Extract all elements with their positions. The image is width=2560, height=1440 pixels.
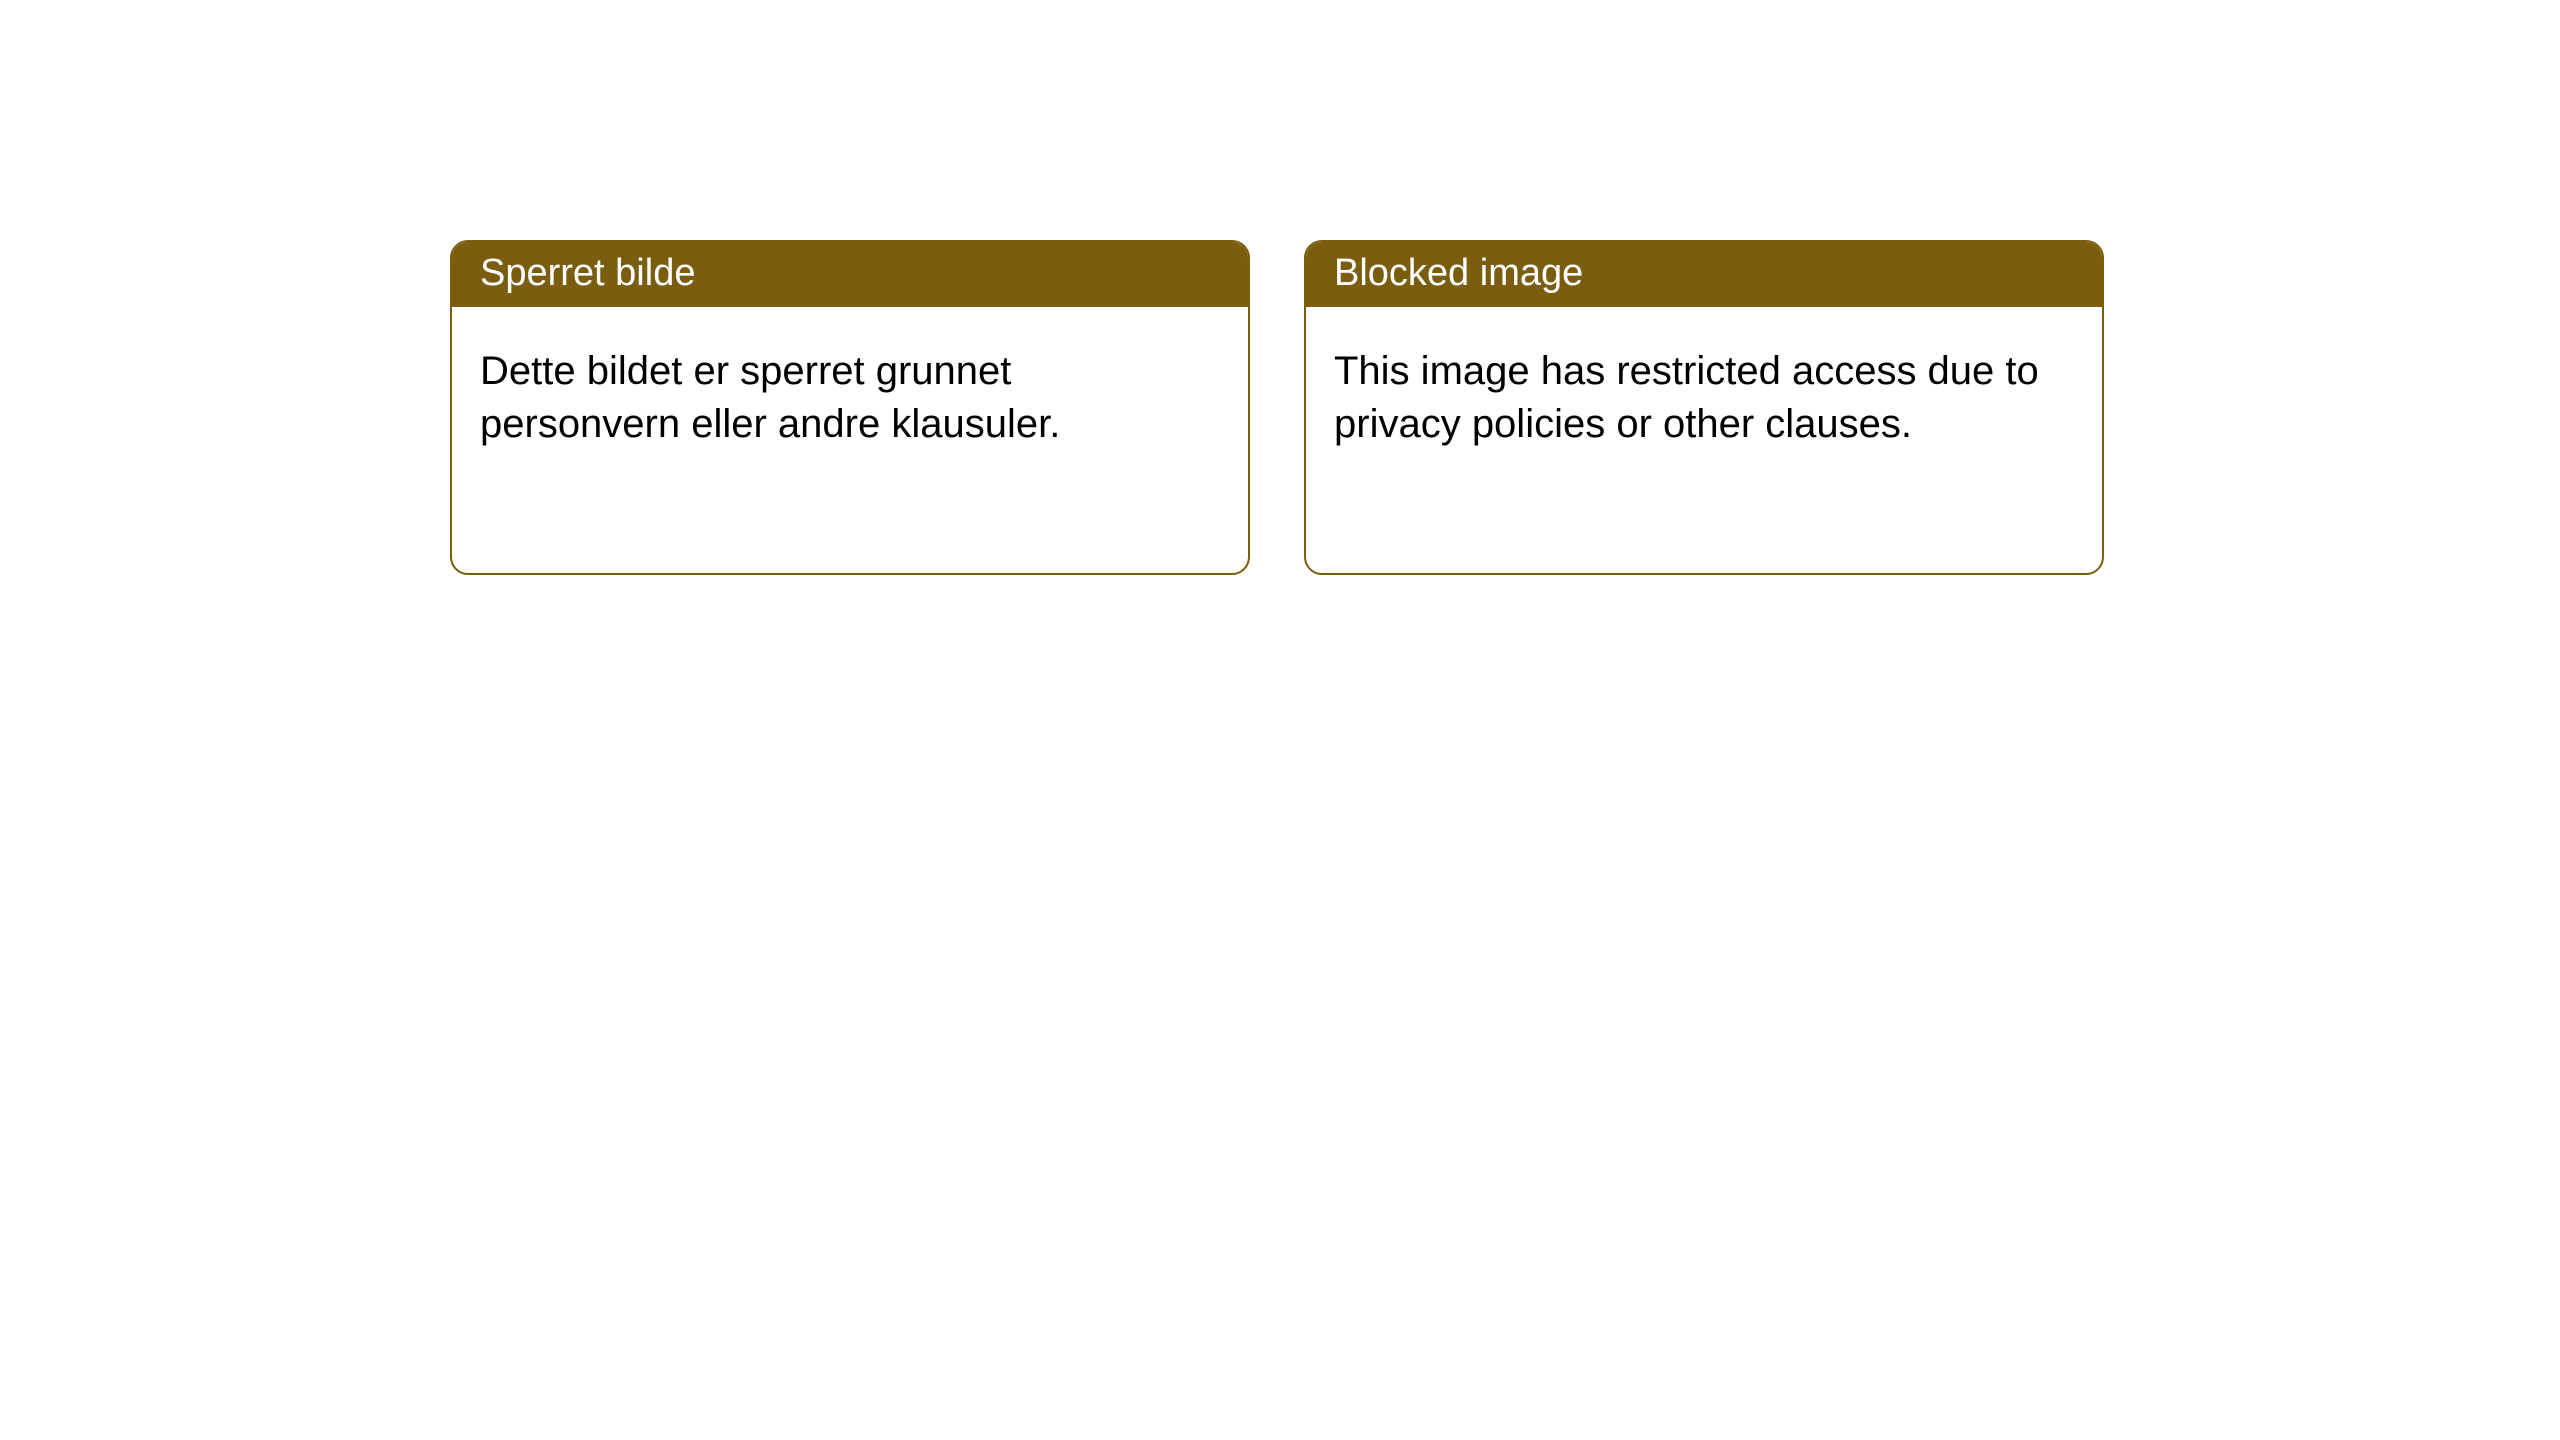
notice-message: Dette bildet er sperret grunnet personve… (480, 349, 1060, 446)
notice-title: Blocked image (1334, 252, 1583, 294)
notice-card-english: Blocked image This image has restricted … (1304, 240, 2104, 575)
notice-body: This image has restricted access due to … (1306, 307, 2102, 489)
notice-header: Sperret bilde (452, 242, 1248, 307)
notice-title: Sperret bilde (480, 252, 695, 294)
notice-body: Dette bildet er sperret grunnet personve… (452, 307, 1248, 489)
notice-container: Sperret bilde Dette bildet er sperret gr… (0, 0, 2560, 575)
notice-header: Blocked image (1306, 242, 2102, 307)
notice-card-norwegian: Sperret bilde Dette bildet er sperret gr… (450, 240, 1250, 575)
notice-message: This image has restricted access due to … (1334, 349, 2039, 446)
